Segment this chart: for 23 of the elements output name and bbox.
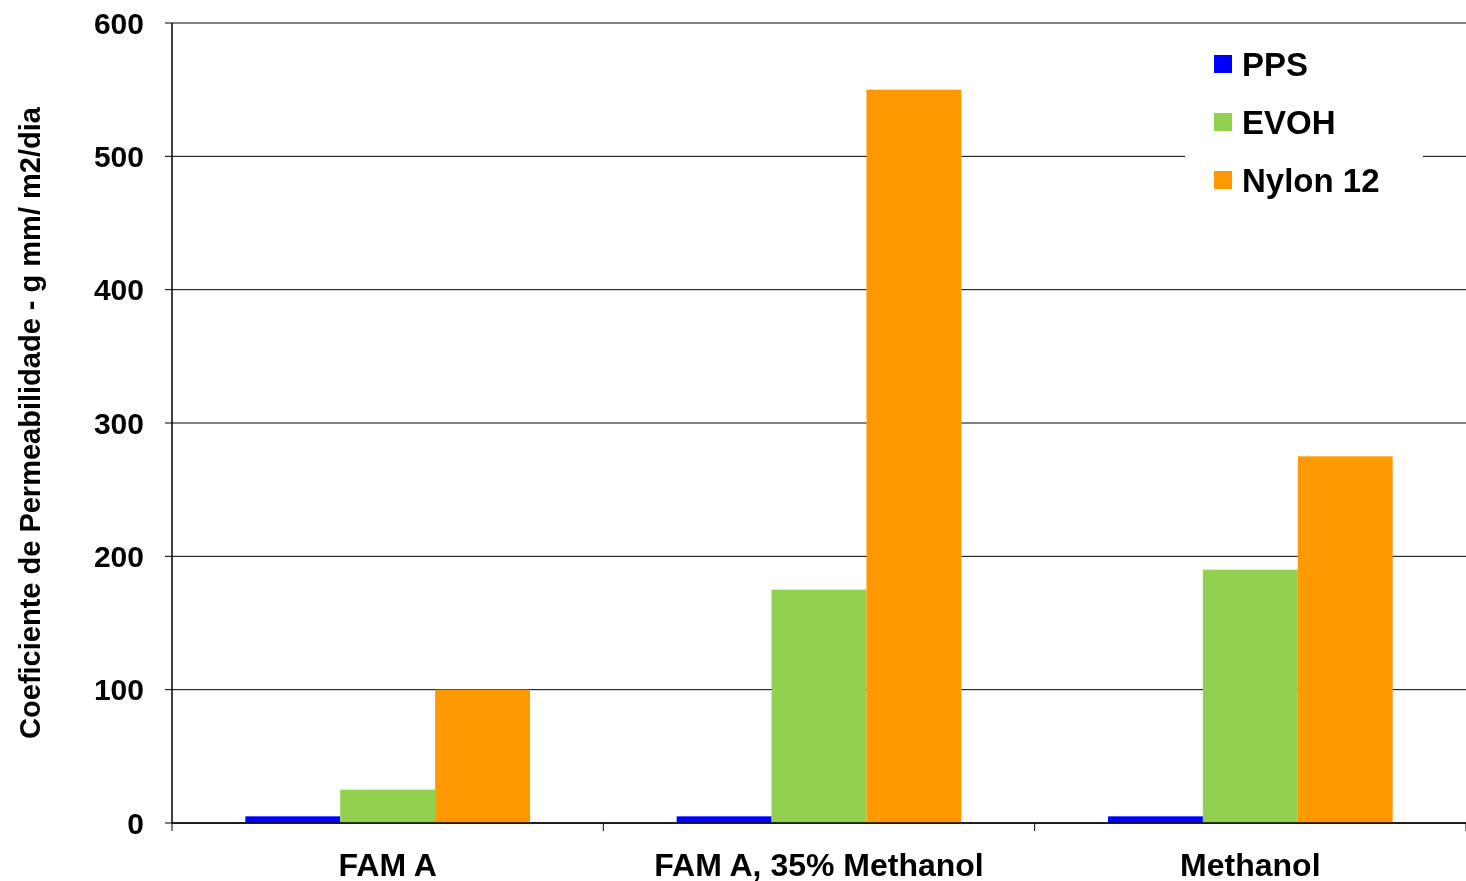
bar (771, 589, 867, 823)
bar (676, 816, 772, 823)
y-tick-label: 0 (127, 806, 144, 840)
bar (245, 816, 341, 823)
bar (435, 689, 531, 823)
legend-label: PPS (1242, 45, 1309, 83)
legend-label: EVOH (1242, 103, 1336, 141)
x-tick-label: Methanol (1180, 847, 1321, 881)
legend-label: Nylon 12 (1242, 161, 1380, 199)
y-tick-label: 600 (93, 6, 144, 40)
bar (1297, 456, 1393, 823)
y-tick-label: 100 (93, 673, 144, 707)
y-tick-label: 300 (93, 406, 144, 440)
y-axis-title: Coeficiente de Permeabilidade - g mm/ m2/dia (14, 106, 46, 739)
bar (1107, 816, 1203, 823)
y-tick-label: 200 (93, 539, 144, 573)
y-tick-label: 500 (93, 139, 144, 173)
x-tick-label: FAM A, 35% Methanol (654, 847, 984, 881)
y-tick-label: 400 (93, 273, 144, 307)
bar (1202, 569, 1298, 823)
bar (340, 789, 436, 823)
x-tick-label: FAM A (338, 847, 437, 881)
bar (866, 89, 962, 823)
